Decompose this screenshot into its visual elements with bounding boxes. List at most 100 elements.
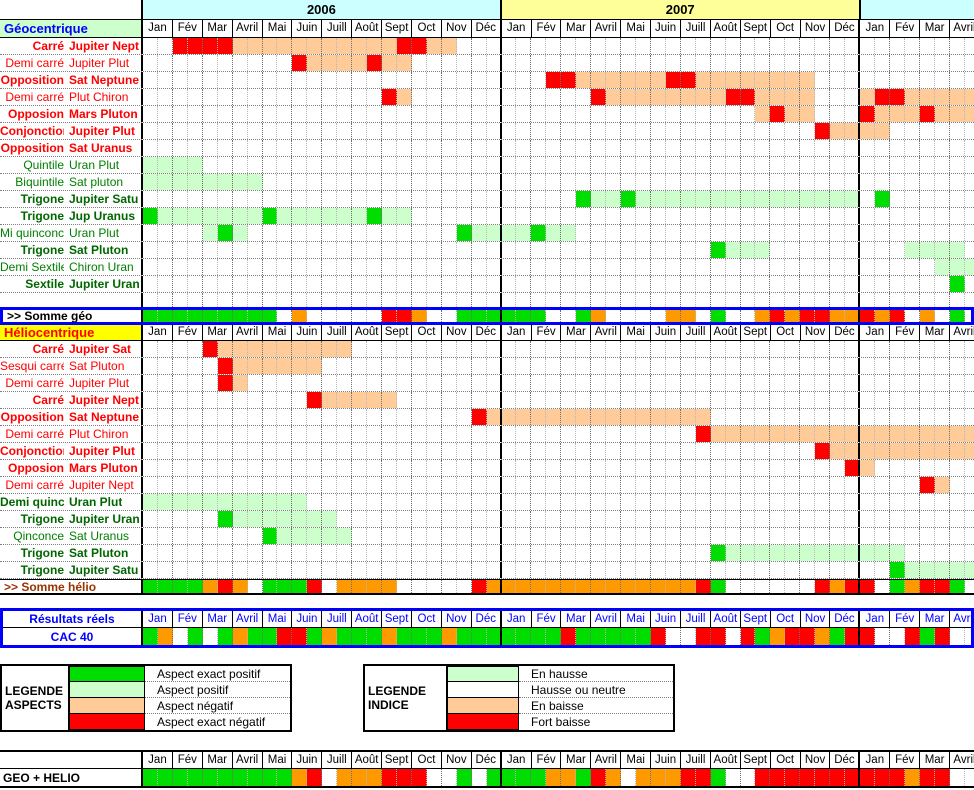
grid-cell[interactable] (680, 310, 696, 322)
grid-cell[interactable] (934, 528, 950, 544)
geo-aspect-label[interactable]: Conjonction Jupiter Plut (0, 123, 143, 139)
grid-cell[interactable] (217, 477, 233, 493)
geo-aspect-label[interactable]: Demi carré Jupiter Plut (0, 55, 143, 71)
grid-cell[interactable] (785, 157, 801, 173)
grid-cell[interactable] (232, 562, 248, 578)
grid-cell[interactable] (650, 580, 666, 593)
grid-cell[interactable] (471, 375, 487, 391)
grid-cell[interactable] (411, 106, 427, 122)
grid-cell[interactable] (770, 106, 786, 122)
grid-cell[interactable] (202, 511, 218, 527)
grid-cell[interactable] (247, 89, 263, 105)
grid-cell[interactable] (322, 225, 338, 241)
grid-cell[interactable] (337, 38, 353, 54)
grid-cell[interactable] (770, 460, 786, 476)
grid-cell[interactable] (755, 208, 771, 224)
grid-cell[interactable] (187, 341, 203, 357)
grid-cell[interactable] (680, 358, 696, 374)
grid-cell[interactable] (172, 225, 188, 241)
grid-cell[interactable] (277, 562, 293, 578)
grid-cell[interactable] (934, 276, 950, 292)
grid-cell[interactable] (411, 55, 427, 71)
geo-aspect-label[interactable]: Demi carré Plut Chiron (0, 89, 143, 105)
grid-cell[interactable] (546, 375, 562, 391)
grid-cell[interactable] (456, 769, 472, 786)
grid-cell[interactable] (576, 72, 592, 88)
grid-cell[interactable] (561, 72, 577, 88)
grid-cell[interactable] (411, 443, 427, 459)
grid-cell[interactable] (531, 528, 547, 544)
grid-cell[interactable] (650, 443, 666, 459)
grid-cell[interactable] (934, 123, 950, 139)
grid-cell[interactable] (382, 55, 397, 71)
grid-cell[interactable] (292, 38, 308, 54)
grid-cell[interactable] (665, 225, 681, 241)
grid-cell[interactable] (860, 528, 875, 544)
grid-cell[interactable] (382, 528, 397, 544)
grid-cell[interactable] (516, 375, 532, 391)
grid-cell[interactable] (292, 89, 308, 105)
grid-cell[interactable] (367, 443, 382, 459)
grid-cell[interactable] (337, 310, 353, 322)
grid-cell[interactable] (889, 157, 905, 173)
grid-cell[interactable] (352, 545, 368, 561)
grid-cell[interactable] (382, 628, 397, 645)
grid-cell[interactable] (964, 174, 974, 190)
grid-cell[interactable] (426, 38, 442, 54)
grid-cell[interactable] (441, 443, 457, 459)
grid-cell[interactable] (531, 208, 547, 224)
grid-cell[interactable] (277, 208, 293, 224)
grid-cell[interactable] (949, 225, 965, 241)
grid-cell[interactable] (322, 123, 338, 139)
grid-cell[interactable] (665, 38, 681, 54)
grid-cell[interactable] (621, 392, 636, 408)
grid-cell[interactable] (471, 580, 487, 593)
grid-cell[interactable] (501, 460, 517, 476)
grid-cell[interactable] (845, 769, 860, 786)
helio-aspect-label[interactable]: Opposition Sat Neptune (0, 409, 143, 425)
grid-cell[interactable] (516, 528, 532, 544)
grid-cell[interactable] (889, 123, 905, 139)
grid-cell[interactable] (501, 769, 517, 786)
grid-cell[interactable] (889, 545, 905, 561)
grid-cell[interactable] (650, 123, 666, 139)
grid-cell[interactable] (904, 562, 920, 578)
grid-cell[interactable] (845, 580, 860, 593)
grid-cell[interactable] (187, 106, 203, 122)
grid-cell[interactable] (934, 769, 950, 786)
grid-cell[interactable] (262, 628, 278, 645)
grid-cell[interactable] (157, 310, 173, 322)
grid-cell[interactable] (770, 174, 786, 190)
grid-cell[interactable] (621, 276, 636, 292)
grid-cell[interactable] (217, 426, 233, 442)
grid-cell[interactable] (934, 89, 950, 105)
grid-cell[interactable] (337, 511, 353, 527)
grid-cell[interactable] (725, 341, 741, 357)
grid-cell[interactable] (217, 157, 233, 173)
grid-cell[interactable] (800, 392, 816, 408)
grid-cell[interactable] (143, 208, 158, 224)
grid-cell[interactable] (650, 769, 666, 786)
grid-cell[interactable] (591, 494, 607, 510)
grid-cell[interactable] (157, 242, 173, 258)
grid-cell[interactable] (262, 140, 278, 156)
grid-cell[interactable] (247, 310, 263, 322)
grid-cell[interactable] (172, 55, 188, 71)
grid-cell[interactable] (710, 341, 726, 357)
grid-cell[interactable] (411, 310, 427, 322)
grid-cell[interactable] (830, 628, 846, 645)
grid-cell[interactable] (501, 38, 517, 54)
grid-cell[interactable] (635, 477, 651, 493)
grid-cell[interactable] (755, 191, 771, 207)
grid-cell[interactable] (860, 477, 875, 493)
grid-cell[interactable] (964, 580, 974, 593)
grid-cell[interactable] (546, 89, 562, 105)
grid-cell[interactable] (815, 341, 831, 357)
grid-cell[interactable] (576, 157, 592, 173)
grid-cell[interactable] (277, 477, 293, 493)
grid-cell[interactable] (157, 341, 173, 357)
grid-cell[interactable] (546, 259, 562, 275)
grid-cell[interactable] (904, 409, 920, 425)
grid-cell[interactable] (546, 528, 562, 544)
grid-cell[interactable] (531, 392, 547, 408)
